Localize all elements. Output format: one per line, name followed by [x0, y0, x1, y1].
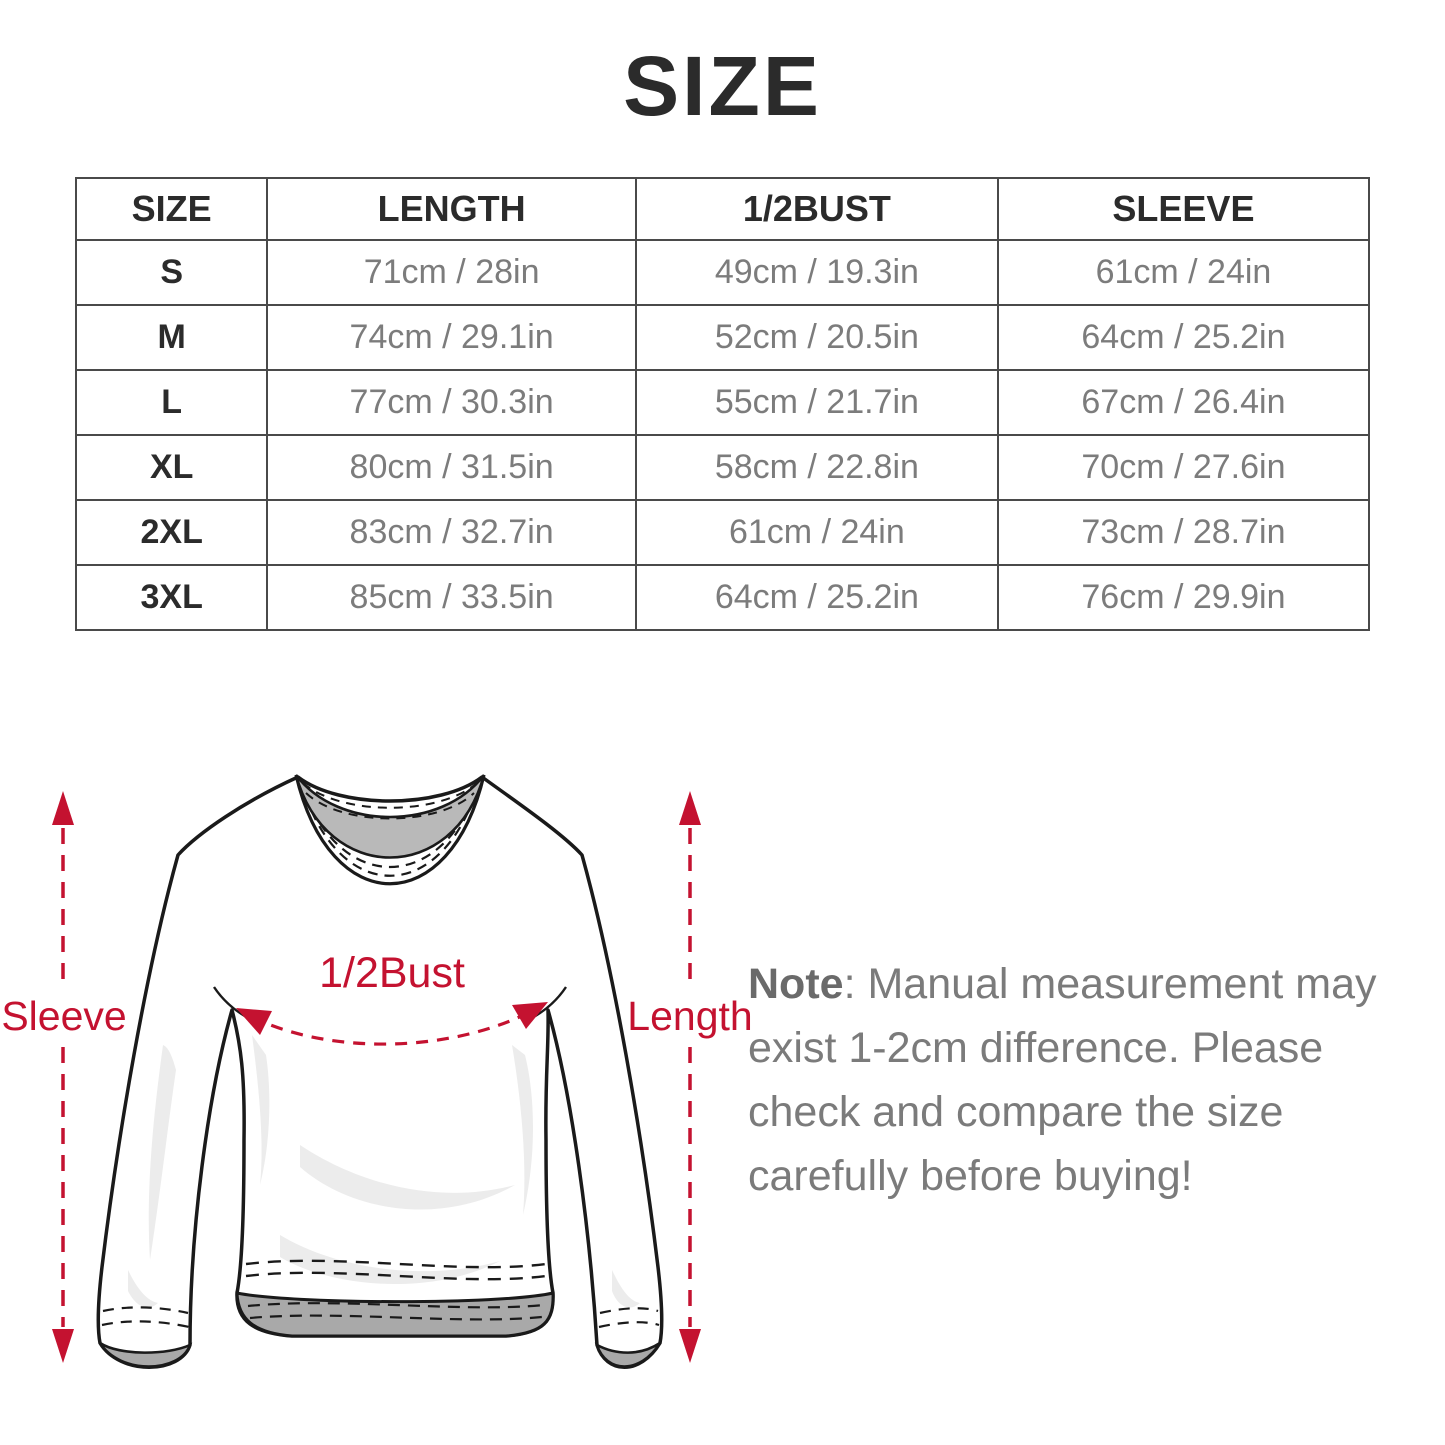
cell-length: 83cm / 32.7in — [266, 499, 637, 566]
size-table: SIZE LENGTH 1/2BUST SLEEVE S 71cm / 28in… — [74, 177, 1371, 631]
cell-bust: 64cm / 25.2in — [634, 564, 999, 631]
cell-length: 80cm / 31.5in — [266, 434, 637, 501]
fabric-shading — [128, 1035, 640, 1308]
note-text: Note: Manual measurement may exist 1-2cm… — [748, 952, 1413, 1208]
table-row-l: L 77cm / 30.3in 55cm / 21.7in 67cm / 26.… — [74, 369, 1371, 436]
cell-size: 3XL — [74, 564, 269, 631]
cell-bust: 55cm / 21.7in — [634, 369, 999, 436]
cell-size: M — [74, 304, 269, 371]
hem-band — [235, 1259, 555, 1338]
right-cuff — [594, 1307, 662, 1368]
cell-sleeve: 61cm / 24in — [996, 239, 1371, 306]
note-line: check and compare the size — [748, 1088, 1284, 1136]
shirt-measurement-diagram: Sleeve Length 1/2Bust — [1, 774, 753, 1369]
cell-sleeve: 67cm / 26.4in — [996, 369, 1371, 436]
col-header-bust: 1/2BUST — [634, 177, 999, 241]
note-line: carefully before buying! — [748, 1152, 1193, 1200]
left-cuff — [98, 1306, 193, 1368]
length-label: Length — [627, 993, 752, 1039]
cell-bust: 49cm / 19.3in — [634, 239, 999, 306]
cell-bust: 61cm / 24in — [634, 499, 999, 566]
cell-size: XL — [74, 434, 269, 501]
col-header-length: LENGTH — [266, 177, 637, 241]
cell-sleeve: 64cm / 25.2in — [996, 304, 1371, 371]
cell-length: 77cm / 30.3in — [266, 369, 637, 436]
table-row-m: M 74cm / 29.1in 52cm / 20.5in 64cm / 25.… — [74, 304, 1371, 371]
sleeve-measure-arrow — [52, 791, 74, 1363]
cell-size: L — [74, 369, 269, 436]
page-title: SIZE — [623, 39, 822, 133]
length-measure-arrow — [679, 791, 701, 1363]
cell-size: 2XL — [74, 499, 269, 566]
cell-length: 74cm / 29.1in — [266, 304, 637, 371]
half-bust-measure-arrow — [236, 1002, 548, 1046]
half-bust-label: 1/2Bust — [319, 949, 465, 997]
collar — [294, 774, 486, 886]
cell-sleeve: 76cm / 29.9in — [996, 564, 1371, 631]
cell-bust: 58cm / 22.8in — [634, 434, 999, 501]
note-line: Note: Manual measurement may — [748, 960, 1377, 1008]
col-header-size: SIZE — [74, 177, 269, 241]
note-line: exist 1-2cm difference. Please — [748, 1024, 1324, 1072]
table-row-2xl: 2XL 83cm / 32.7in 61cm / 24in 73cm / 28.… — [74, 499, 1371, 566]
cell-sleeve: 73cm / 28.7in — [996, 499, 1371, 566]
table-row-3xl: 3XL 85cm / 33.5in 64cm / 25.2in 76cm / 2… — [74, 564, 1371, 631]
cell-length: 85cm / 33.5in — [266, 564, 637, 631]
table-header-row: SIZE LENGTH 1/2BUST SLEEVE — [74, 177, 1371, 241]
col-header-sleeve: SLEEVE — [996, 177, 1371, 241]
table-row-s: S 71cm / 28in 49cm / 19.3in 61cm / 24in — [74, 239, 1371, 306]
sleeve-label: Sleeve — [1, 993, 126, 1039]
cell-length: 71cm / 28in — [266, 239, 637, 306]
table-row-xl: XL 80cm / 31.5in 58cm / 22.8in 70cm / 27… — [74, 434, 1371, 501]
cell-size: S — [74, 239, 269, 306]
cell-bust: 52cm / 20.5in — [634, 304, 999, 371]
cell-sleeve: 70cm / 27.6in — [996, 434, 1371, 501]
note-prefix: Note — [748, 960, 844, 1008]
